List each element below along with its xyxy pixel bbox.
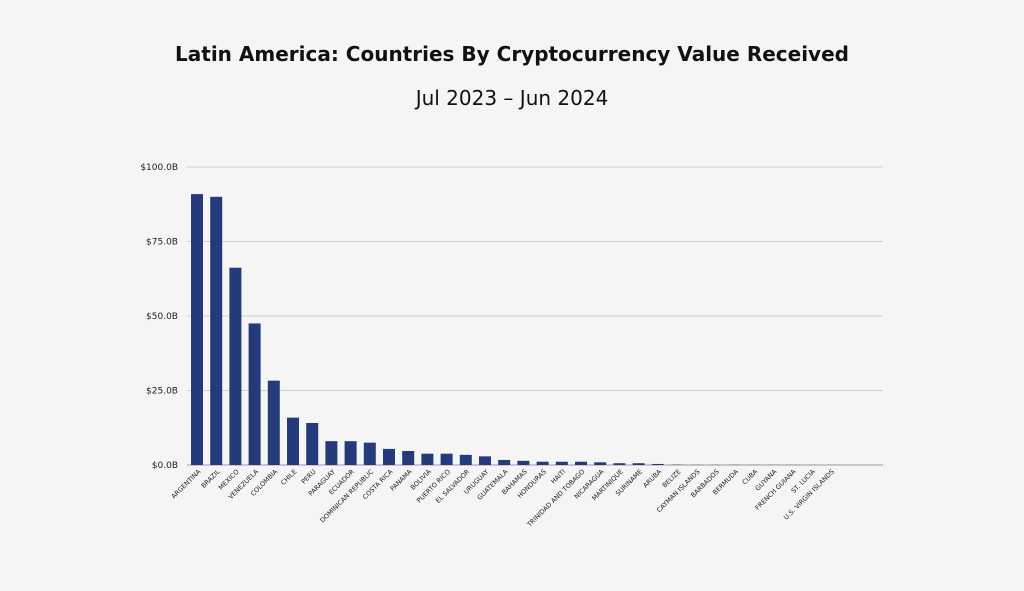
bar [402, 450, 415, 465]
bar [555, 461, 568, 465]
bar [363, 442, 376, 465]
bar [287, 417, 299, 465]
y-tick-label: $75.0B [146, 238, 178, 248]
bar [267, 380, 280, 465]
bar [479, 456, 491, 465]
bar [651, 463, 664, 465]
bar [306, 422, 319, 465]
y-tick-label: $50.0B [146, 312, 178, 322]
bar [344, 441, 357, 465]
bar [575, 461, 587, 465]
bar [421, 453, 434, 465]
x-tick-label: PANAMA [389, 467, 414, 492]
bar [383, 448, 395, 465]
x-tick-label: CHILE [279, 468, 298, 487]
chart-title: Latin America: Countries By Cryptocurren… [175, 42, 849, 66]
bar [325, 441, 338, 465]
bar [632, 463, 645, 465]
bar [440, 453, 453, 465]
bar [191, 194, 203, 466]
bar [594, 462, 607, 465]
bar [229, 267, 242, 465]
bar [498, 459, 511, 465]
bar [248, 323, 261, 465]
bar [459, 454, 472, 465]
x-tick-label: ARGENTINA [170, 467, 203, 500]
chart-subtitle: Jul 2023 – Jun 2024 [414, 86, 609, 110]
bar [210, 196, 223, 466]
bar [536, 461, 549, 465]
x-tick-label: ARUBA [642, 467, 664, 489]
bar [613, 463, 626, 465]
y-tick-label: $100.0B [140, 163, 178, 173]
y-tick-label: $0.0B [152, 461, 178, 471]
y-tick-label: $25.0B [146, 387, 178, 397]
bar [517, 460, 530, 465]
